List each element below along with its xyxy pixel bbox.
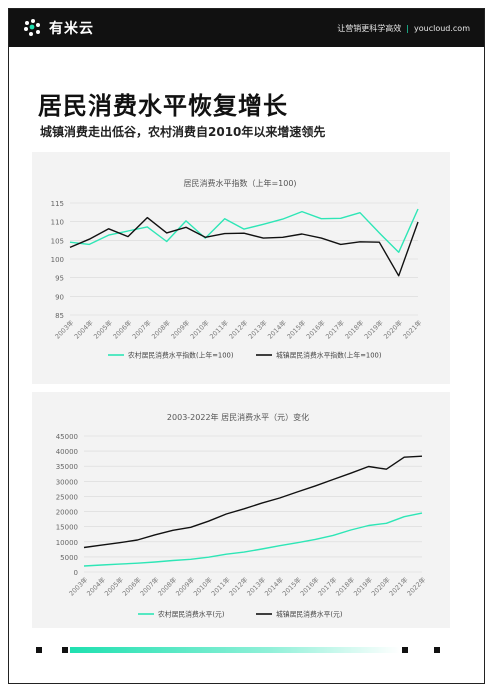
page-title: 居民消费水平恢复增长 <box>38 92 288 120</box>
y-tick-label: 40000 <box>56 448 78 456</box>
x-tick-label: 2007年 <box>130 318 153 341</box>
y-tick-label: 30000 <box>56 478 78 486</box>
x-tick-label: 2004年 <box>72 318 95 341</box>
legend-label-rural: 农村居民消费水平指数(上年=100) <box>128 351 234 360</box>
top-bar: 有米云 让营销更科学高效 | youcloud.com <box>9 9 484 47</box>
y-tick-label: 20000 <box>56 509 78 517</box>
legend-label-rural: 农村居民消费水平(元) <box>158 610 225 619</box>
page-subtitle: 城镇消费走出低谷，农村消费自2010年以来增速领先 <box>40 125 326 139</box>
x-tick-label: 2003年 <box>53 318 76 341</box>
series-line-rural <box>69 208 419 254</box>
x-tick-label: 2017年 <box>323 318 346 341</box>
x-tick-label: 2013年 <box>246 318 269 341</box>
strip-square-right-1 <box>402 647 408 653</box>
y-tick-label: 0 <box>74 569 78 577</box>
legend-label-urban: 城镇居民消费水平指数(上年=100) <box>276 351 382 360</box>
x-tick-label: 2010年 <box>188 318 211 341</box>
decorative-bottom-bar <box>36 647 440 653</box>
series-line-rural <box>83 512 423 567</box>
series-line-urban <box>83 455 423 549</box>
logo-text: 有米云 <box>49 21 94 37</box>
strip-square-left-1 <box>36 647 42 653</box>
x-tick-label: 2022年 <box>405 575 428 598</box>
y-tick-label: 35000 <box>56 463 78 471</box>
x-tick-label: 2018年 <box>343 318 366 341</box>
y-tick-label: 25000 <box>56 493 78 501</box>
x-tick-label: 2021年 <box>401 318 424 341</box>
x-tick-label: 2019年 <box>362 318 385 341</box>
index-chart-panel: 居民消费水平指数（上年=100) 85 90 95 100 105 110 115 2003年 2… <box>32 152 450 384</box>
consumption-level-chart: 2003-2022年 居民消费水平（元）变化 0 5000 10000 15000 200… <box>56 412 428 619</box>
strip-square-left-2 <box>62 647 68 653</box>
strip-square-right-2 <box>434 647 440 653</box>
chart-title: 居民消费水平指数（上年=100) <box>183 178 296 188</box>
y-tick-label: 10000 <box>56 539 78 547</box>
x-tick-label: 2005年 <box>91 318 114 341</box>
consumption-index-chart: 居民消费水平指数（上年=100)8590951001051101152003年2… <box>51 178 424 360</box>
slogan-separator: | <box>406 24 409 33</box>
x-tick-label: 2009年 <box>169 318 192 341</box>
site-url[interactable]: youcloud.com <box>414 24 470 33</box>
header-slogan: 让营销更科学高效 | youcloud.com <box>337 23 470 34</box>
y-tick-label: 45000 <box>56 433 78 441</box>
y-tick-label: 115 <box>51 200 64 208</box>
x-tick-label: 2020年 <box>381 318 404 341</box>
logo: 有米云 <box>23 18 94 38</box>
strip-gradient <box>70 647 400 653</box>
x-tick-label: 2006年 <box>111 318 134 341</box>
y-tick-label: 5000 <box>60 554 78 562</box>
y-tick-label: 110 <box>51 219 64 227</box>
y-tick-label: 95 <box>55 275 64 283</box>
series-line-urban <box>69 216 419 277</box>
slogan-text: 让营销更科学高效 <box>337 24 402 33</box>
level-chart-panel: 2003-2022年 居民消费水平（元）变化 0 5000 10000 15000 200… <box>32 392 450 628</box>
y-tick-label: 85 <box>55 312 64 320</box>
y-tick-label: 105 <box>51 237 64 245</box>
y-tick-label: 90 <box>55 293 64 301</box>
logo-icon <box>24 19 40 36</box>
x-tick-label: 2008年 <box>149 318 172 341</box>
y-tick-label: 100 <box>51 256 64 264</box>
x-tick-label: 2016年 <box>304 318 327 341</box>
x-tick-label: 2012年 <box>227 318 250 341</box>
x-tick-label: 2015年 <box>285 318 308 341</box>
chart-title: 2003-2022年 居民消费水平（元）变化 <box>167 412 309 422</box>
y-tick-label: 15000 <box>56 524 78 532</box>
x-tick-label: 2014年 <box>265 318 288 341</box>
x-tick-label: 2011年 <box>207 318 230 341</box>
legend-label-urban: 城镇居民消费水平(元) <box>276 610 343 619</box>
